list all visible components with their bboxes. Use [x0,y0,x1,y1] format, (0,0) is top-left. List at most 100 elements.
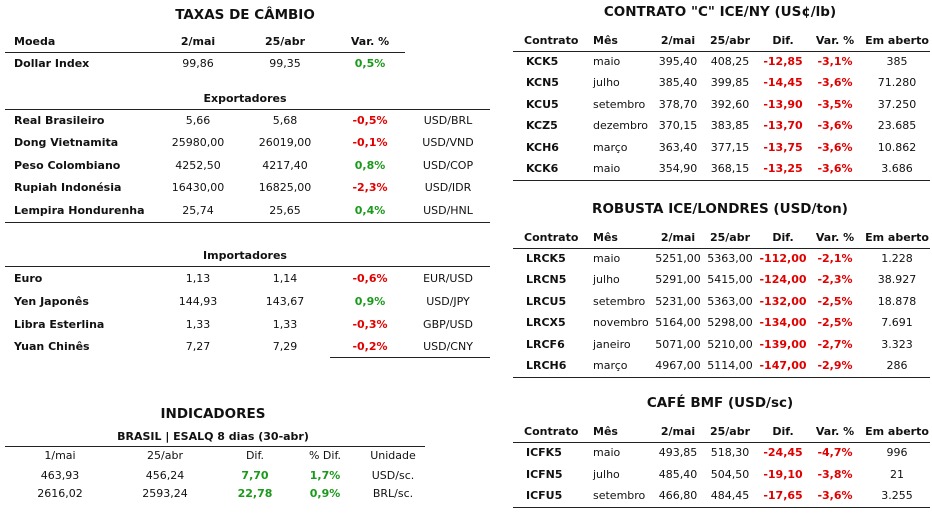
cell: 5298,00 [707,316,753,330]
cell: 0,5% [354,57,386,70]
cell: -4,7% [817,446,853,459]
cell: 504,50 [710,467,750,481]
cell: 5210,00 [707,337,753,351]
cell: -24,45 [763,446,803,459]
cell: 99,86 [182,57,214,70]
cell: 22,78 [237,487,273,500]
column-header: 25/abr [709,231,751,244]
row-label: Lempira Hondurenha [14,204,145,217]
row-label: ICFN5 [526,467,563,481]
cell: -13,25 [763,162,803,175]
cell: BRL/sc. [372,487,414,500]
cell: novembro [593,316,649,330]
cell: USD/COP [422,159,474,172]
cell: 144,93 [178,295,218,308]
cell: 385,40 [658,76,698,90]
column-header: Unidade [370,449,416,462]
cell: 485,40 [658,467,698,481]
cell: 3.323 [881,337,913,351]
column-header: 2/mai [660,425,696,438]
column-header: Mês [593,34,618,47]
row-label: Libra Esterlina [14,318,105,331]
cell: 26019,00 [258,136,312,149]
cell: GBP/USD [423,318,473,331]
cell: -124,00 [759,273,807,287]
column-header: Contrato [524,231,579,244]
cell: 1,33 [272,318,298,331]
cell: 7,27 [185,340,211,353]
cell: USD/CNY [423,340,473,353]
cell: -3,6% [817,119,853,133]
cell: 399,85 [710,76,750,90]
cell: 5,66 [185,114,211,127]
column-header: Dif. [245,449,265,462]
cell: 16430,00 [171,181,225,194]
row-label: KCH6 [526,140,559,154]
column-header: Mês [593,231,618,244]
cell: USD/sc. [371,469,415,482]
column-header: Dif. [772,425,794,438]
cell: 4217,40 [262,159,308,172]
cell: -2,3% [817,273,853,287]
cell: 408,25 [710,55,750,68]
cell: -147,00 [759,359,807,372]
row-label: LRCK5 [526,252,566,265]
cell: 354,90 [658,162,698,175]
cell: -0,2% [352,340,388,353]
rule [513,180,930,181]
row-label: Dong Vietnamita [14,136,119,149]
cell: 456,24 [145,469,185,482]
cell: 16825,00 [258,181,312,194]
cell: 0,9% [354,295,386,308]
cell: -3,6% [817,489,853,502]
column-header: Var. % [350,35,390,48]
cell: 392,60 [710,97,750,111]
cell: julho [593,273,620,287]
row-label: ICFK5 [526,446,562,459]
cell: 5164,00 [655,316,701,330]
cell: 1,14 [272,272,298,285]
column-header: Var. % [815,34,855,47]
cell: 493,85 [658,446,698,459]
cell: 7.691 [881,316,913,330]
cell: -13,90 [763,97,803,111]
row-label: Dollar Index [14,57,90,70]
cell: 5071,00 [655,337,701,351]
row-label: LRCF6 [526,337,565,351]
cell: -112,00 [759,252,807,265]
cell: 377,15 [710,140,750,154]
cell: 143,67 [265,295,305,308]
column-header: Var. % [815,425,855,438]
row-label: Peso Colombiano [14,159,121,172]
cell: maio [593,55,621,68]
cell: 2593,24 [142,487,188,500]
column-header: 25/abr [147,449,183,462]
cell: 5,68 [272,114,298,127]
cell: 385 [886,55,908,68]
rule [513,507,930,508]
cell: maio [593,252,621,265]
cell: -2,3% [352,181,388,194]
subtitle: BRASIL | ESALQ 8 dias (30-abr) [117,430,309,443]
cell: 37.250 [877,97,917,111]
cell: 996 [886,446,908,459]
row-label: KCU5 [526,97,559,111]
cell: 378,70 [658,97,698,111]
cell: março [593,359,628,372]
rule [330,357,490,358]
cell: USD/HNL [423,204,473,217]
cell: 370,15 [658,119,698,133]
row-label: KCZ5 [526,119,558,133]
rule [5,266,490,267]
cell: -3,8% [817,467,853,481]
cell: -3,6% [817,76,853,90]
rule [5,222,490,223]
row-label: Rupiah Indonésia [14,181,122,194]
column-header: Dif. [772,34,794,47]
cell: USD/BRL [423,114,473,127]
cell: -2,7% [817,337,853,351]
cell: setembro [593,294,646,308]
cell: 5363,00 [707,294,753,308]
cell: -3,6% [817,140,853,154]
column-header: 2/mai [660,231,696,244]
